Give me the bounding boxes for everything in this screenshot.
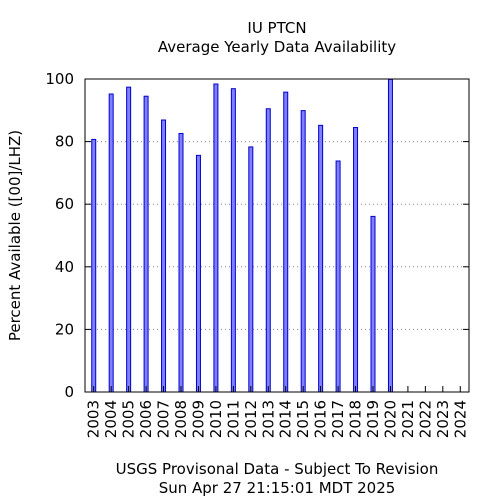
x-tick-label: 2018 — [347, 400, 365, 438]
y-axis-label: Percent Available ([00]/LHZ) — [6, 130, 24, 341]
bar-2010 — [213, 83, 219, 393]
chart-title: IU PTCN — [247, 19, 306, 37]
x-tick-label: 2021 — [399, 400, 417, 438]
bar-2017 — [335, 160, 341, 393]
y-tick-label: 0 — [64, 383, 74, 401]
x-tick-label: 2017 — [329, 400, 347, 438]
bar-2011 — [230, 88, 236, 393]
bar-2015 — [300, 110, 306, 393]
x-tick-label: 2003 — [85, 400, 103, 438]
x-tick-label: 2014 — [277, 400, 295, 438]
x-tick-label: 2011 — [224, 400, 242, 438]
y-tick-label: 40 — [55, 258, 74, 276]
x-tick-label: 2004 — [102, 400, 120, 438]
bar-2014 — [283, 91, 289, 393]
x-tick-label: 2008 — [172, 400, 190, 438]
y-tick-label: 60 — [55, 195, 74, 213]
x-tick-label: 2009 — [189, 400, 207, 438]
bar-2018 — [353, 127, 359, 393]
y-tick-label: 100 — [45, 70, 74, 88]
gridlines — [85, 141, 469, 330]
bar-2003 — [91, 138, 97, 393]
x-tick-label: 2024 — [451, 400, 469, 438]
bar-2008 — [178, 132, 184, 393]
x-axis: 2003 2004 2005 2006 2007 2008 2009 2010 2011 2012… — [85, 386, 469, 438]
x-tick-label: 2013 — [259, 400, 277, 438]
bar-2020 — [387, 78, 393, 393]
bar-2016 — [318, 124, 324, 393]
footer-timestamp: Sun Apr 27 21:15:01 MDT 2025 — [159, 479, 396, 497]
bar-2006 — [143, 95, 149, 393]
x-tick-label: 2012 — [242, 400, 260, 438]
bar-2012 — [248, 146, 254, 393]
chart-subtitle: Average Yearly Data Availability — [158, 38, 396, 56]
y-tick-label: 80 — [55, 133, 74, 151]
bar-2019 — [370, 215, 376, 393]
x-tick-label: 2020 — [381, 400, 399, 438]
bar-2007 — [161, 119, 167, 393]
x-tick-label: 2006 — [137, 400, 155, 438]
bar-2009 — [195, 154, 201, 393]
x-tick-label: 2022 — [416, 400, 434, 438]
x-tick-label: 2015 — [294, 400, 312, 438]
y-tick-label: 20 — [55, 320, 74, 338]
x-tick-label: 2016 — [312, 400, 330, 438]
plot-frame — [84, 78, 470, 393]
bar-2005 — [126, 86, 132, 393]
x-tick-label: 2023 — [434, 400, 452, 438]
bars — [91, 78, 393, 393]
x-tick-label: 2007 — [155, 400, 173, 438]
footer-disclaimer: USGS Provisonal Data - Subject To Revisi… — [116, 460, 439, 478]
x-tick-label: 2010 — [207, 400, 225, 438]
x-tick-label: 2005 — [120, 400, 138, 438]
bar-2013 — [265, 108, 271, 393]
x-tick-label: 2019 — [364, 400, 382, 438]
bar-2004 — [108, 93, 114, 393]
